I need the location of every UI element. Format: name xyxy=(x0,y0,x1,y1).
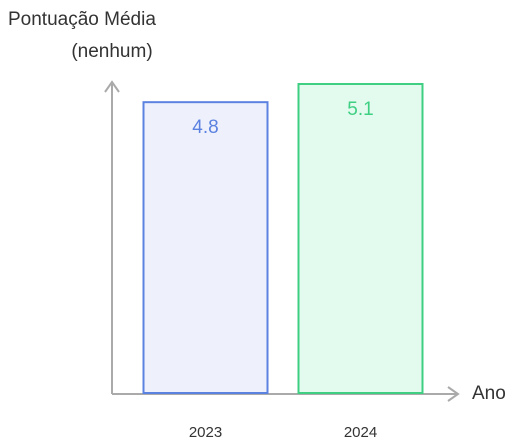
x-tick-label: 2023 xyxy=(189,424,222,441)
y-axis-label: Pontuação Média xyxy=(8,9,156,30)
value-label: 4.8 xyxy=(192,117,218,138)
x-axis-label: Ano xyxy=(472,383,506,404)
bar xyxy=(297,83,424,394)
value-label: 5.1 xyxy=(347,99,373,120)
bar xyxy=(142,101,269,394)
y-axis-label: (nenhum) xyxy=(71,41,152,62)
x-tick-label: 2024 xyxy=(344,424,377,441)
